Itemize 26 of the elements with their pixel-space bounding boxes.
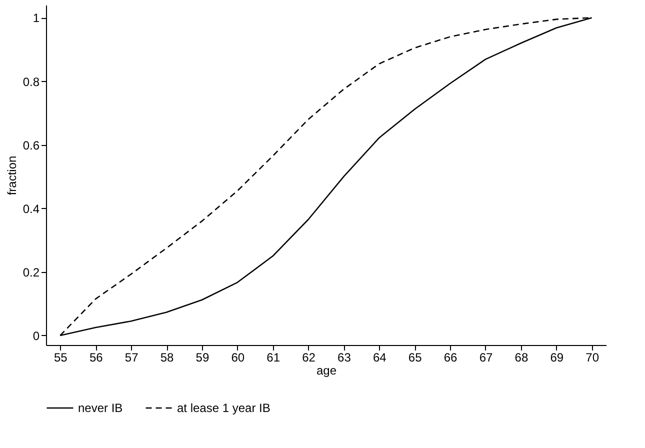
x-tick-label: 62 <box>302 350 316 364</box>
y-tick-label: 0.4 <box>22 202 40 216</box>
x-tick-label: 59 <box>196 350 210 364</box>
x-tick-label: 58 <box>160 350 174 364</box>
y-tick-label: 0.2 <box>22 265 40 280</box>
y-tick-label: 0.8 <box>22 74 40 89</box>
y-tick-label: 0.6 <box>22 138 40 152</box>
x-tick-label: 64 <box>372 350 387 364</box>
x-tick-label: 60 <box>231 350 245 364</box>
x-tick-label: 57 <box>124 350 139 364</box>
x-tick-label: 61 <box>266 350 280 364</box>
y-tick-label: 1 <box>32 11 40 26</box>
x-axis-title: age <box>316 364 337 378</box>
x-tick-label: 63 <box>338 350 352 364</box>
y-tick-label: 0 <box>32 328 40 343</box>
x-tick-label: 70 <box>586 350 600 364</box>
legend-label: never IB <box>78 401 123 415</box>
y-axis-title: fraction <box>4 156 19 196</box>
x-tick-label: 67 <box>479 350 493 364</box>
x-tick-label: 66 <box>444 350 458 364</box>
x-tick-label: 69 <box>550 350 564 364</box>
x-tick-label: 68 <box>514 350 528 364</box>
legend-label: at lease 1 year IB <box>177 401 270 415</box>
x-tick-label: 56 <box>89 350 104 364</box>
x-tick-label: 55 <box>54 350 68 364</box>
x-tick-label: 65 <box>408 350 422 364</box>
